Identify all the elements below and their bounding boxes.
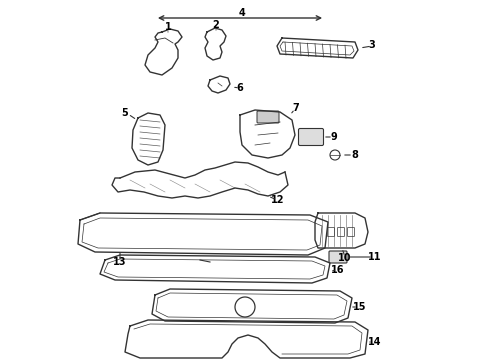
Text: 15: 15 bbox=[353, 302, 367, 312]
FancyBboxPatch shape bbox=[257, 111, 279, 123]
Text: 4: 4 bbox=[239, 8, 245, 18]
Text: 11: 11 bbox=[368, 252, 382, 262]
Text: 12: 12 bbox=[271, 195, 285, 205]
FancyBboxPatch shape bbox=[327, 228, 335, 237]
Text: 6: 6 bbox=[237, 83, 244, 93]
Text: 14: 14 bbox=[368, 337, 382, 347]
Text: 8: 8 bbox=[351, 150, 359, 160]
Text: 10: 10 bbox=[338, 253, 352, 263]
FancyBboxPatch shape bbox=[298, 129, 323, 145]
Text: 5: 5 bbox=[122, 108, 128, 118]
Text: 13: 13 bbox=[113, 257, 127, 267]
Text: 2: 2 bbox=[213, 20, 220, 30]
FancyBboxPatch shape bbox=[329, 251, 347, 263]
Text: 7: 7 bbox=[293, 103, 299, 113]
Text: 1: 1 bbox=[165, 22, 172, 32]
FancyBboxPatch shape bbox=[338, 228, 344, 237]
Text: 3: 3 bbox=[368, 40, 375, 50]
Text: 9: 9 bbox=[331, 132, 338, 142]
FancyBboxPatch shape bbox=[347, 228, 354, 237]
Text: 16: 16 bbox=[331, 265, 345, 275]
